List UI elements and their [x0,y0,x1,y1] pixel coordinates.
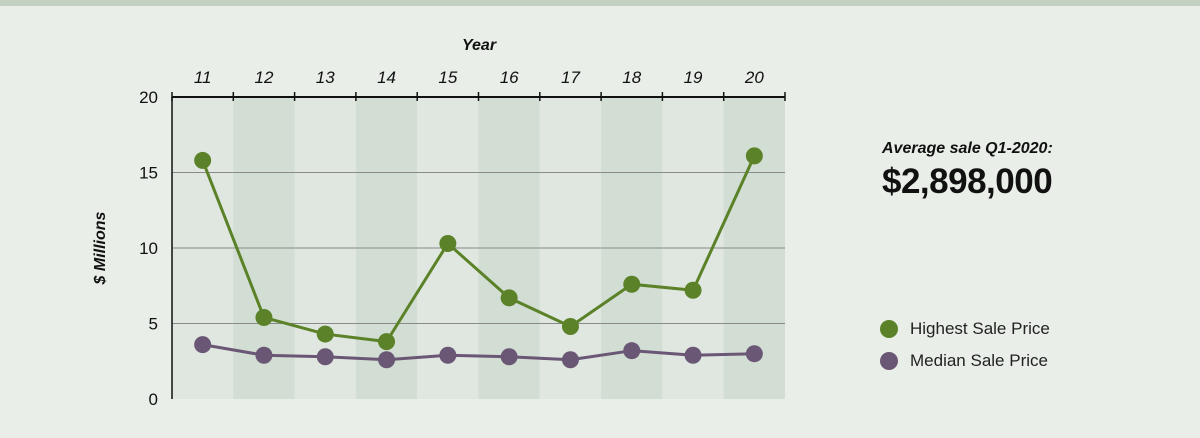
x-tick-label-11: 11 [194,68,212,87]
legend-label-median: Median Sale Price [910,351,1048,370]
x-tick-label-13: 13 [316,68,335,87]
data-point-highest-sale-price-18 [623,275,641,293]
legend: Highest Sale Price Median Sale Price [880,315,1050,379]
line-chart: 11 12 13 14 15 16 17 18 19 20 0 5 10 15 20 Year $ Mill… [92,37,786,409]
axes [171,92,786,399]
x-tick-label-20: 20 [744,68,764,87]
data-point-median-sale-price-15 [439,346,457,364]
legend-marker-median [880,352,898,370]
x-tick-label-17: 17 [561,68,580,87]
series-line-median-sale-price [202,343,755,362]
data-point-highest-sale-price-11 [194,151,212,169]
tick-labels: 11 12 13 14 15 16 17 18 19 20 0 5 10 15 20 [139,68,764,409]
data-point-median-sale-price-19 [684,346,702,364]
data-point-highest-sale-price-12 [255,308,273,326]
data-point-highest-sale-price-14 [378,333,396,351]
legend-item-highest: Highest Sale Price [880,315,1050,343]
data-point-highest-sale-price-15 [439,234,457,252]
series-median-sale-price [194,336,763,369]
x-tick-label-12: 12 [254,68,273,87]
x-tick-label-15: 15 [438,68,457,87]
data-point-highest-sale-price-19 [684,281,702,299]
data-point-highest-sale-price-17 [561,318,579,336]
data-point-highest-sale-price-16 [500,289,518,307]
data-point-median-sale-price-17 [561,351,579,369]
y-axis-title: $ Millions [92,211,109,285]
series-line-highest-sale-price [201,155,756,344]
x-tick-label-14: 14 [377,68,396,87]
average-sale-label: Average sale Q1-2020: [882,140,1053,157]
data-point-highest-sale-price-20 [745,147,763,165]
legend-label-highest: Highest Sale Price [910,319,1050,338]
y-tick-label-20: 20 [139,88,158,107]
average-sale-stat: Average sale Q1-2020: $2,898,000 [882,140,1053,202]
y-tick-label-15: 15 [139,164,158,183]
y-tick-label-10: 10 [139,239,158,258]
data-point-median-sale-price-16 [500,348,518,366]
x-tick-label-19: 19 [684,68,703,87]
data-point-median-sale-price-12 [255,346,273,364]
data-point-median-sale-price-18 [623,342,641,360]
series [194,147,763,369]
data-point-median-sale-price-11 [194,336,212,354]
data-point-median-sale-price-20 [745,345,763,363]
x-tick-label-16: 16 [500,68,519,87]
x-axis-title: Year [462,37,497,54]
data-point-median-sale-price-13 [316,348,334,366]
top-accent-band [0,0,1200,6]
legend-item-median: Median Sale Price [880,347,1050,375]
gridlines [172,172,785,324]
x-tick-label-18: 18 [622,68,641,87]
data-point-highest-sale-price-13 [316,325,334,343]
y-tick-label-0: 0 [149,390,158,409]
data-point-median-sale-price-14 [378,351,396,369]
average-sale-value: $2,898,000 [882,162,1053,201]
series-highest-sale-price [194,147,763,351]
legend-marker-highest [880,320,898,338]
y-tick-label-5: 5 [149,315,158,334]
